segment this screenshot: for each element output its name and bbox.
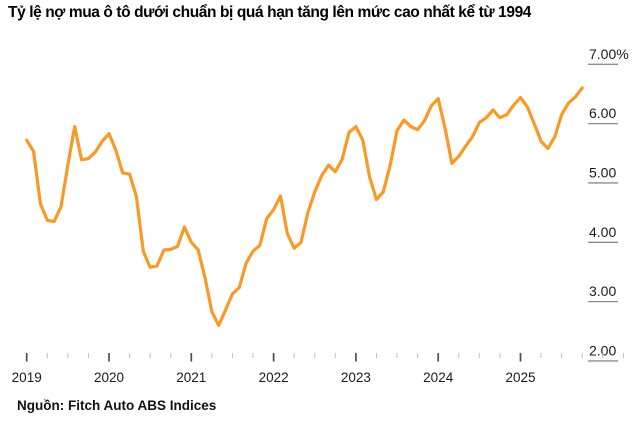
source-label: Nguồn: Fitch Auto ABS Indices bbox=[17, 398, 217, 413]
x-axis-label: 2025 bbox=[505, 370, 535, 385]
chart-title: Tỷ lệ nợ mua ô tô dưới chuẩn bị quá hạn … bbox=[8, 4, 532, 21]
x-axis-label: 2022 bbox=[259, 370, 289, 385]
y-axis-label: 7.00% bbox=[589, 46, 629, 62]
y-axis-label: 2.00 bbox=[589, 342, 616, 358]
y-axis-label: 4.00 bbox=[589, 224, 616, 240]
x-axis-label: 2020 bbox=[94, 370, 124, 385]
delinquency-rate-line bbox=[25, 86, 584, 327]
y-axis-label: 6.00 bbox=[589, 105, 616, 121]
y-axis-label: 3.00 bbox=[589, 283, 616, 299]
x-axis-label: 2024 bbox=[423, 370, 454, 385]
x-axis-label: 2019 bbox=[12, 370, 42, 385]
y-axis-label: 5.00 bbox=[589, 164, 616, 180]
x-axis-label: 2023 bbox=[341, 370, 371, 385]
x-axis-label: 2021 bbox=[176, 370, 206, 385]
